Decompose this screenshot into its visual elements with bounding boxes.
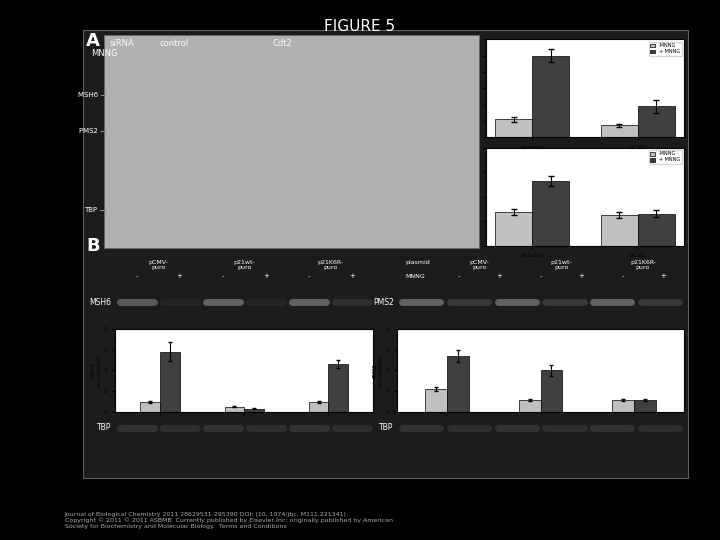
Text: B: B	[86, 238, 100, 255]
Bar	[612, 400, 634, 412]
Text: pCMV-
puro: pCMV- puro	[148, 260, 168, 271]
Bar	[447, 356, 469, 412]
Text: p21K6R-
puro: p21K6R- puro	[318, 260, 343, 271]
Bar	[601, 215, 638, 246]
Text: TBP —: TBP —	[84, 207, 107, 213]
Bar	[244, 409, 264, 412]
Text: MNNG: MNNG	[109, 46, 133, 56]
Y-axis label: MSH6
recruitment: MSH6 recruitment	[456, 72, 467, 105]
Text: PMS2: PMS2	[373, 298, 394, 307]
Text: +: +	[452, 46, 459, 56]
Bar	[532, 181, 569, 246]
Text: TBP: TBP	[379, 423, 394, 433]
Text: +: +	[171, 46, 178, 56]
Bar	[328, 364, 348, 412]
Text: control: control	[160, 39, 189, 49]
Text: -: -	[457, 273, 460, 279]
Text: MSH6 —: MSH6 —	[78, 92, 107, 98]
Text: Cdt2: Cdt2	[376, 39, 394, 49]
Bar	[495, 119, 532, 138]
Text: MNNG: MNNG	[91, 49, 118, 58]
Bar	[541, 370, 562, 412]
Bar	[634, 400, 656, 412]
Bar	[225, 407, 244, 412]
Text: +: +	[660, 273, 667, 279]
Text: control: control	[208, 39, 235, 49]
Text: -: -	[307, 273, 310, 279]
Bar	[638, 106, 675, 138]
Text: TBP: TBP	[97, 423, 112, 433]
Bar	[426, 389, 447, 412]
Legend: -MNNG, + MNNG: -MNNG, + MNNG	[649, 150, 682, 164]
Bar	[495, 212, 532, 246]
Text: p21wt-
puro: p21wt- puro	[233, 260, 255, 271]
Text: plasmid: plasmid	[405, 260, 430, 265]
Bar	[638, 214, 675, 246]
Text: +: +	[265, 46, 271, 56]
Text: PMS2 —: PMS2 —	[78, 128, 107, 134]
Text: siRNA: siRNA	[109, 39, 134, 49]
Text: MSH6: MSH6	[89, 298, 112, 307]
Text: FIGURE 5: FIGURE 5	[325, 19, 395, 34]
Text: -: -	[222, 273, 224, 279]
Text: MNNG: MNNG	[405, 274, 425, 279]
Text: +: +	[497, 273, 503, 279]
Bar	[532, 56, 569, 138]
Text: -: -	[539, 273, 542, 279]
Y-axis label: PMS2
recruitment: PMS2 recruitment	[372, 354, 383, 387]
Text: Cdt2: Cdt2	[272, 39, 292, 49]
Legend: -MNNG, + MNNG: -MNNG, + MNNG	[649, 42, 682, 56]
Text: +: +	[348, 273, 355, 279]
Bar	[140, 402, 160, 412]
Text: -: -	[127, 46, 129, 56]
Text: p21wt-
puro: p21wt- puro	[550, 260, 572, 271]
Text: -: -	[408, 46, 410, 56]
Text: -: -	[220, 46, 222, 56]
Bar	[518, 400, 541, 412]
Text: p21K6R-
puro: p21K6R- puro	[630, 260, 656, 271]
Text: -: -	[314, 46, 316, 56]
Y-axis label: MSH6
recruitment: MSH6 recruitment	[91, 354, 102, 387]
Text: -: -	[621, 273, 624, 279]
Text: A: A	[86, 32, 100, 50]
Text: +: +	[177, 273, 183, 279]
Text: -: -	[135, 273, 138, 279]
Text: pCMV-
puro: pCMV- puro	[469, 260, 489, 271]
Bar	[160, 352, 180, 412]
Text: +: +	[263, 273, 269, 279]
Text: siRNA: siRNA	[114, 39, 136, 49]
Y-axis label: PMS2
recruitment: PMS2 recruitment	[456, 180, 467, 213]
Text: +: +	[359, 46, 365, 56]
Bar	[309, 402, 328, 412]
Text: +: +	[579, 273, 585, 279]
Text: Journal of Biological Chemistry 2011 28629531-295390 DOI: (10. 1074/jbc. M111.22: Journal of Biological Chemistry 2011 286…	[65, 512, 393, 529]
Bar	[601, 125, 638, 138]
